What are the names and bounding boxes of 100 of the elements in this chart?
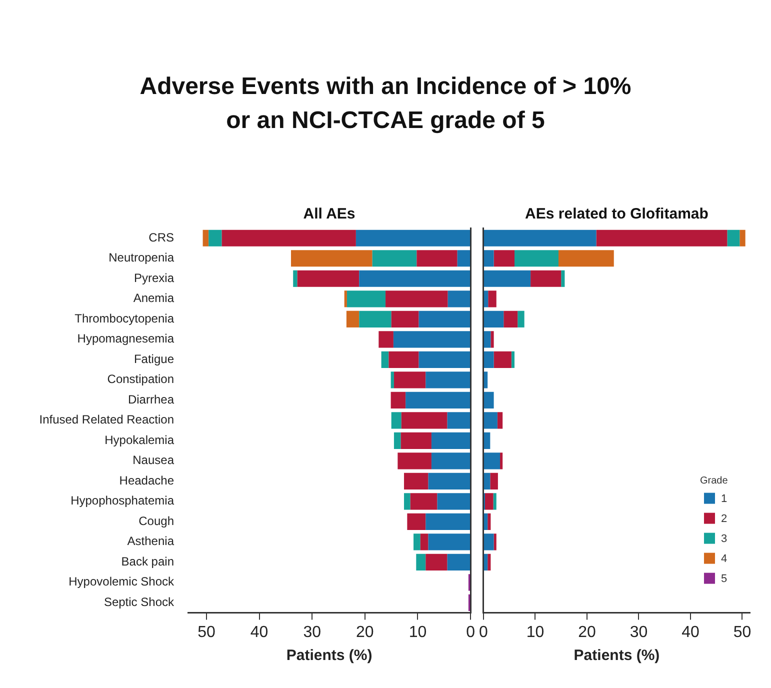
bar bbox=[394, 432, 401, 449]
bar bbox=[484, 372, 488, 388]
bar bbox=[381, 351, 389, 368]
bar bbox=[344, 290, 347, 308]
bar bbox=[426, 554, 448, 570]
legend-title: Grade bbox=[700, 476, 728, 487]
chart-subtitle: All AEs bbox=[303, 206, 356, 223]
bar bbox=[484, 270, 531, 287]
chart-title: Adverse Events with an Incidence of > 10% or an NCI-CTCAE grade of 5 bbox=[138, 72, 632, 136]
bar bbox=[290, 250, 372, 267]
bar bbox=[359, 270, 470, 287]
bar bbox=[484, 412, 498, 429]
bar bbox=[428, 534, 470, 550]
x-tick-label: 20 bbox=[356, 624, 374, 641]
bar bbox=[431, 452, 470, 470]
y-tick-label: CRS bbox=[148, 230, 174, 244]
y-tick-label: Septic Shock bbox=[104, 594, 175, 609]
bar bbox=[416, 250, 458, 267]
legend-label: 5 bbox=[721, 572, 728, 585]
bar bbox=[484, 310, 504, 328]
bar bbox=[484, 250, 494, 267]
x-tick-label: 40 bbox=[250, 624, 268, 641]
bar bbox=[378, 331, 394, 348]
bar bbox=[401, 412, 448, 429]
bar bbox=[485, 493, 494, 510]
legend-label: 1 bbox=[721, 492, 728, 505]
y-tick-label: Hypovolemic Shock bbox=[68, 574, 175, 589]
bar bbox=[500, 452, 503, 470]
bar bbox=[494, 351, 512, 368]
bar bbox=[494, 250, 515, 267]
bar bbox=[484, 392, 494, 408]
bar bbox=[426, 372, 470, 388]
bar bbox=[388, 351, 419, 368]
x-tick-label: 10 bbox=[408, 624, 427, 641]
bar bbox=[390, 372, 394, 388]
bar bbox=[416, 554, 426, 570]
bar bbox=[448, 290, 470, 308]
bar bbox=[386, 290, 448, 308]
bar bbox=[346, 310, 360, 328]
bar bbox=[410, 493, 438, 510]
y-tick-label: Headache bbox=[119, 473, 174, 488]
y-tick-label: Hypophosphatemia bbox=[70, 494, 174, 508]
bar bbox=[208, 230, 222, 246]
legend-label: 4 bbox=[721, 552, 728, 565]
x-tick-label: 0 bbox=[478, 624, 488, 641]
bar bbox=[530, 270, 562, 287]
bar bbox=[494, 534, 496, 550]
bar bbox=[484, 432, 490, 449]
bar bbox=[418, 310, 470, 328]
bar bbox=[398, 452, 432, 470]
bar bbox=[484, 230, 596, 246]
bar bbox=[727, 230, 740, 246]
x-tick-label: 30 bbox=[303, 624, 322, 641]
bar bbox=[437, 493, 470, 510]
bar bbox=[484, 554, 488, 570]
y-tick-label: Asthenia bbox=[127, 534, 174, 548]
x-tick-label: 50 bbox=[198, 624, 216, 641]
bar bbox=[484, 513, 488, 530]
bar bbox=[426, 513, 470, 530]
bar bbox=[488, 290, 496, 308]
x-tick-label: 30 bbox=[630, 624, 648, 641]
bar bbox=[490, 472, 498, 490]
bar bbox=[740, 230, 746, 246]
bar bbox=[484, 534, 494, 550]
bar bbox=[518, 310, 524, 328]
y-tick-label: Neutropenia bbox=[108, 250, 174, 265]
bar bbox=[406, 392, 470, 408]
bar bbox=[504, 310, 518, 328]
bar bbox=[493, 493, 496, 510]
bar bbox=[372, 250, 417, 267]
bar bbox=[511, 351, 515, 368]
bar bbox=[484, 290, 488, 308]
y-tick-label: Diarrhea bbox=[128, 392, 174, 406]
x-axis-title: Patients (%) bbox=[574, 647, 660, 664]
bar bbox=[393, 331, 470, 348]
x-tick-label: 10 bbox=[526, 624, 544, 641]
bar bbox=[346, 290, 386, 308]
bar bbox=[418, 351, 470, 368]
y-tick-label: Nausea bbox=[132, 453, 174, 468]
bar bbox=[558, 250, 614, 267]
y-tick-label: Pyrexia bbox=[134, 270, 174, 285]
bar bbox=[431, 432, 470, 449]
legend-label: 2 bbox=[721, 512, 728, 525]
legend-label: 3 bbox=[721, 532, 728, 545]
bar bbox=[596, 230, 728, 246]
y-tick-label: Thrombocytopenia bbox=[74, 311, 174, 326]
bar bbox=[407, 513, 426, 530]
bar bbox=[484, 351, 494, 368]
bar bbox=[561, 270, 565, 287]
bar bbox=[404, 493, 410, 510]
y-tick-label: Cough bbox=[138, 514, 174, 528]
bar bbox=[428, 472, 470, 490]
bar bbox=[514, 250, 558, 267]
y-tick-label: Hypokalemia bbox=[104, 432, 174, 447]
bar bbox=[447, 554, 470, 570]
bar bbox=[488, 513, 491, 530]
x-tick-label: 20 bbox=[578, 624, 596, 641]
bar bbox=[202, 230, 209, 246]
y-tick-label: Hypomagnesemia bbox=[77, 332, 174, 346]
bar bbox=[356, 230, 470, 246]
